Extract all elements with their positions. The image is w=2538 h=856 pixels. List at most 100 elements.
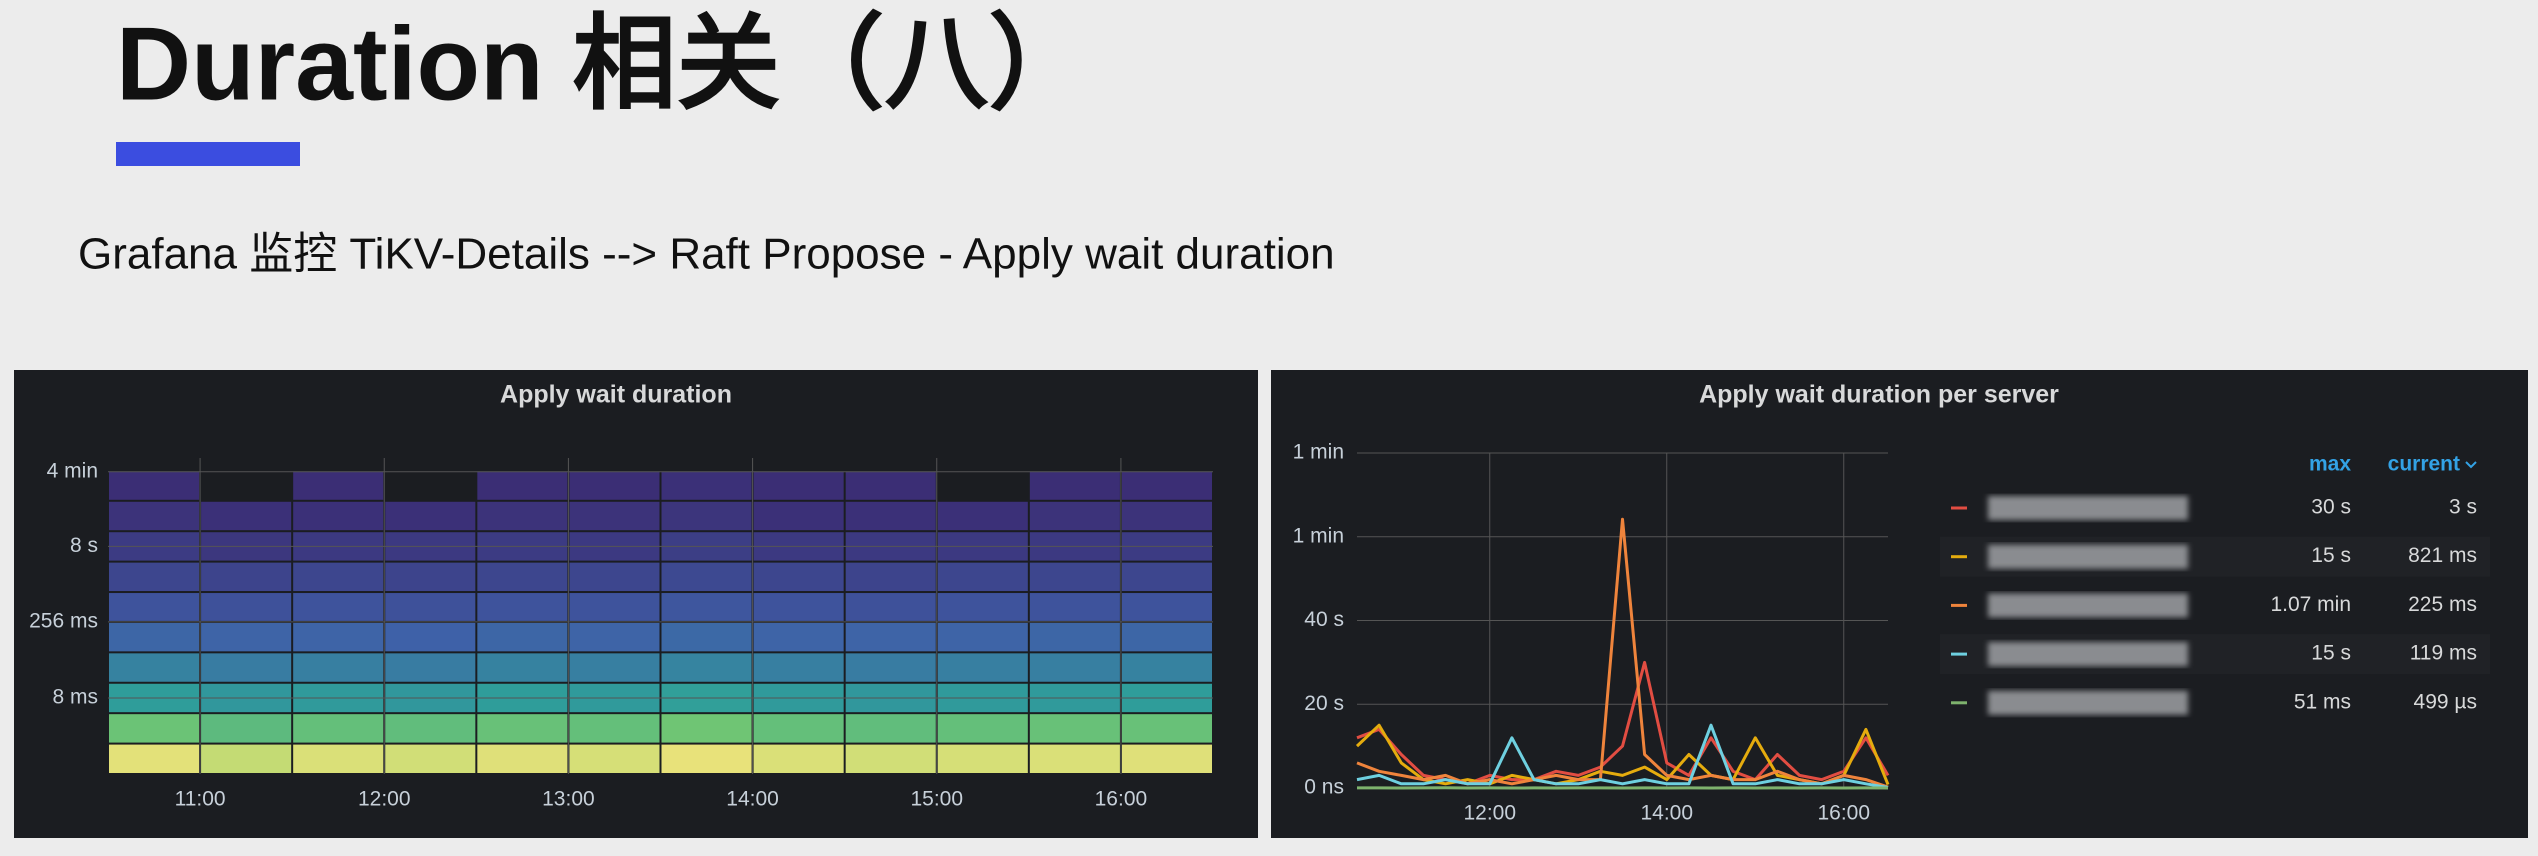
y-tick-label: 0 ns [1304, 776, 1344, 799]
heatmap-cell [201, 562, 292, 592]
legend-value: 3 s [2449, 496, 2477, 519]
heatmap-cell [109, 562, 200, 592]
x-tick-label: 12:00 [1463, 802, 1516, 825]
y-tick-label: 20 s [1304, 692, 1344, 715]
heatmap-cell [109, 744, 200, 773]
heatmap-cell [201, 501, 292, 531]
heatmap-cell [201, 593, 292, 621]
heatmap-cell [293, 714, 384, 743]
heatmap-cell [937, 501, 1028, 531]
heatmap-cell [1029, 501, 1120, 531]
legend-name-blurred [1988, 642, 2188, 667]
heatmap-cell [753, 562, 844, 592]
heatmap-cell [845, 653, 936, 682]
legend-header: current [2388, 453, 2460, 476]
heatmap-cell [753, 744, 844, 773]
heatmap-cell [569, 471, 660, 500]
heatmap-cell [569, 622, 660, 652]
x-tick-label: 14:00 [1640, 802, 1693, 825]
heatmap-cell [1121, 562, 1212, 592]
heatmap-cell [293, 622, 384, 652]
heatmap-cell [477, 744, 568, 773]
heatmap-cell [109, 593, 200, 621]
y-tick-label: 4 min [47, 459, 98, 482]
x-tick-label: 13:00 [542, 788, 595, 811]
heatmap-cell [1029, 622, 1120, 652]
heatmap-cell [1121, 622, 1212, 652]
heatmap-cell [293, 562, 384, 592]
heatmap-cell [477, 714, 568, 743]
heatmap-cell [845, 562, 936, 592]
heatmap-cell [201, 744, 292, 773]
panel [1271, 370, 2528, 838]
sort-icon [2465, 461, 2477, 469]
series-line [1356, 517, 1889, 789]
heatmap-cell [201, 714, 292, 743]
legend-name-blurred [1988, 544, 2188, 569]
heatmap-cell [753, 622, 844, 652]
y-tick-label: 8 s [70, 534, 98, 557]
heatmap-cell [661, 714, 752, 743]
y-tick-label: 1 min [1293, 524, 1344, 547]
heatmap-cell [661, 471, 752, 500]
legend-name-blurred [1988, 496, 2188, 520]
legend-value: 119 ms [2410, 642, 2477, 665]
heatmap-cell [385, 622, 476, 652]
x-tick-label: 16:00 [1095, 788, 1148, 811]
legend-value: 30 s [2311, 496, 2351, 519]
legend-value: 225 ms [2408, 593, 2477, 616]
heatmap-cell [937, 622, 1028, 652]
heatmap-cell [1121, 593, 1212, 621]
heatmap-cell [201, 653, 292, 682]
heatmap-cell [753, 593, 844, 621]
heatmap-cell [477, 562, 568, 592]
heatmap-cell [845, 622, 936, 652]
heatmap-cell [845, 501, 936, 531]
heatmap-cell [1029, 714, 1120, 743]
heatmap-cell [293, 653, 384, 682]
heatmap-cell [661, 593, 752, 621]
heatmap-cell [661, 562, 752, 592]
heatmap-cell [201, 622, 292, 652]
legend-value: 1.07 min [2270, 593, 2351, 616]
heatmap-cell [845, 744, 936, 773]
heatmap-cell [845, 714, 936, 743]
y-tick-label: 8 ms [52, 686, 98, 709]
heatmap-cell [569, 744, 660, 773]
heatmap-cell [1029, 471, 1120, 500]
heatmap-cell [569, 593, 660, 621]
heatmap-cell [753, 653, 844, 682]
heatmap-cell [661, 744, 752, 773]
heatmap-cell [293, 501, 384, 531]
heatmap-cell [937, 593, 1028, 621]
y-tick-label: 1 min [1293, 441, 1344, 464]
slide-title: Duration 相关（八） [116, 6, 1092, 122]
heatmap-cell [109, 653, 200, 682]
series-line [1356, 723, 1889, 789]
heatmap-cell [385, 744, 476, 773]
heatmap-cell [1029, 744, 1120, 773]
x-tick-label: 11:00 [175, 788, 226, 811]
heatmap-cell [477, 622, 568, 652]
legend-value: 15 s [2311, 642, 2351, 665]
title-underline [116, 142, 300, 166]
panel-title: Apply wait duration per server [1699, 381, 2059, 409]
legend-name-blurred [1988, 690, 2188, 715]
heatmap-cell [845, 593, 936, 621]
heatmap-cell [937, 744, 1028, 773]
legend-value: 51 ms [2294, 690, 2351, 713]
panel-title: Apply wait duration [500, 381, 732, 409]
heatmap-cell [385, 593, 476, 621]
heatmap-cell [661, 622, 752, 652]
heatmap-cell [661, 653, 752, 682]
heatmap-cell [1121, 714, 1212, 743]
heatmap-cell [753, 471, 844, 500]
heatmap-cell [569, 501, 660, 531]
heatmap-cell [477, 653, 568, 682]
heatmap-cell [477, 501, 568, 531]
legend-header: max [2309, 453, 2351, 476]
legend-value: 499 µs [2414, 690, 2477, 713]
heatmap-cell [753, 714, 844, 743]
heatmap-cell [385, 501, 476, 531]
